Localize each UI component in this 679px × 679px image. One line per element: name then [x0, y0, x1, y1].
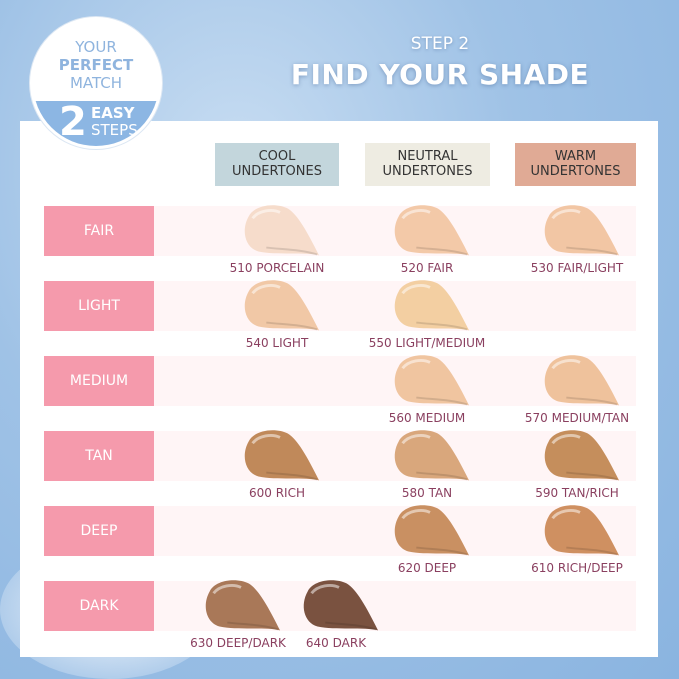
swatch-blob	[394, 205, 470, 256]
shade-name: 510 PORCELAIN	[229, 261, 325, 275]
shade-name: 600 RICH	[249, 486, 305, 500]
shade-name: 630 DEEP/DARK	[190, 636, 286, 650]
swatch-highlight	[551, 209, 581, 220]
swatch-blob	[394, 355, 470, 406]
swatch-blob	[244, 430, 320, 481]
shade-name: 610 RICH/DEEP	[531, 561, 623, 575]
shade-swatch[interactable]	[387, 502, 471, 558]
step-label: STEP 2	[410, 34, 470, 54]
swatch-highlight	[551, 434, 581, 445]
swatch-highlight	[401, 284, 431, 295]
swatch-shadow	[566, 546, 618, 556]
swatch-highlight	[551, 509, 581, 520]
row-label-fair: FAIR	[44, 206, 154, 256]
badge-perfect: PERFECT	[58, 56, 134, 74]
shade-swatch[interactable]	[237, 202, 321, 258]
shade-name: 570 MEDIUM/TAN	[524, 411, 630, 425]
swatch-blob	[394, 505, 470, 556]
badge-easy: EASY	[91, 103, 135, 122]
shade-name: 520 FAIR	[400, 261, 454, 275]
shade-name: 590 TAN/RICH	[535, 486, 619, 500]
badge-match: MATCH	[69, 74, 123, 92]
swatch-highlight	[401, 359, 431, 370]
neutral-undertones-header: NEUTRAL UNDERTONES	[365, 143, 490, 186]
badge-steps: STEPS	[91, 120, 138, 139]
swatch-shadow	[266, 321, 318, 331]
shade-swatch[interactable]	[237, 277, 321, 333]
shade-name: 530 FAIR/LIGHT	[530, 261, 624, 275]
swatch-highlight	[401, 509, 431, 520]
shade-name: 560 MEDIUM	[388, 411, 466, 425]
swatch-shadow	[227, 621, 279, 631]
swatch-shadow	[566, 396, 618, 406]
warm-undertones-header: WARM UNDERTONES	[515, 143, 636, 186]
swatch-shadow	[566, 471, 618, 481]
swatch-highlight	[401, 434, 431, 445]
swatch-highlight	[212, 584, 242, 595]
shade-name: 550 LIGHT/MEDIUM	[368, 336, 486, 350]
row-label-light: LIGHT	[44, 281, 154, 331]
shade-name: 640 DARK	[305, 636, 367, 650]
swatch-shadow	[266, 246, 318, 256]
badge-your: YOUR	[75, 38, 117, 56]
swatch-highlight	[310, 584, 340, 595]
swatch-shadow	[416, 546, 468, 556]
swatch-blob	[394, 280, 470, 331]
swatch-shadow	[325, 621, 377, 631]
swatch-blob	[244, 205, 320, 256]
swatch-blob	[205, 580, 281, 631]
shade-name: 620 DEEP	[397, 561, 457, 575]
row-label-deep: DEEP	[44, 506, 154, 556]
row-label-dark: DARK	[44, 581, 154, 631]
swatch-highlight	[251, 209, 281, 220]
swatch-blob	[544, 205, 620, 256]
swatch-blob	[544, 430, 620, 481]
badge-number: 2	[59, 98, 87, 145]
swatch-shadow	[416, 396, 468, 406]
shade-swatch[interactable]	[387, 352, 471, 408]
swatch-blob	[244, 280, 320, 331]
swatch-highlight	[551, 359, 581, 370]
swatch-shadow	[416, 246, 468, 256]
swatch-highlight	[251, 284, 281, 295]
swatch-shadow	[566, 246, 618, 256]
swatch-blob	[544, 355, 620, 406]
swatch-highlight	[401, 209, 431, 220]
shade-swatch[interactable]	[387, 427, 471, 483]
page-title: FIND YOUR SHADE	[290, 58, 590, 91]
row-label-tan: TAN	[44, 431, 154, 481]
perfect-match-badge: YOUR PERFECT MATCH 2 EASY STEPS	[30, 17, 162, 149]
shade-swatch[interactable]	[296, 577, 380, 633]
shade-swatch[interactable]	[237, 427, 321, 483]
shade-name: 540 LIGHT	[245, 336, 309, 350]
swatch-highlight	[251, 434, 281, 445]
swatch-blob	[303, 580, 379, 631]
shade-swatch[interactable]	[387, 277, 471, 333]
swatch-shadow	[416, 321, 468, 331]
swatch-blob	[394, 430, 470, 481]
swatch-shadow	[266, 471, 318, 481]
shade-swatch[interactable]	[198, 577, 282, 633]
row-label-medium: MEDIUM	[44, 356, 154, 406]
shade-swatch[interactable]	[387, 202, 471, 258]
shade-swatch[interactable]	[537, 352, 621, 408]
swatch-blob	[544, 505, 620, 556]
shade-swatch[interactable]	[537, 502, 621, 558]
shade-name: 580 TAN	[401, 486, 453, 500]
cool-undertones-header: COOL UNDERTONES	[215, 143, 339, 186]
shade-swatch[interactable]	[537, 202, 621, 258]
shade-swatch[interactable]	[537, 427, 621, 483]
swatch-shadow	[416, 471, 468, 481]
